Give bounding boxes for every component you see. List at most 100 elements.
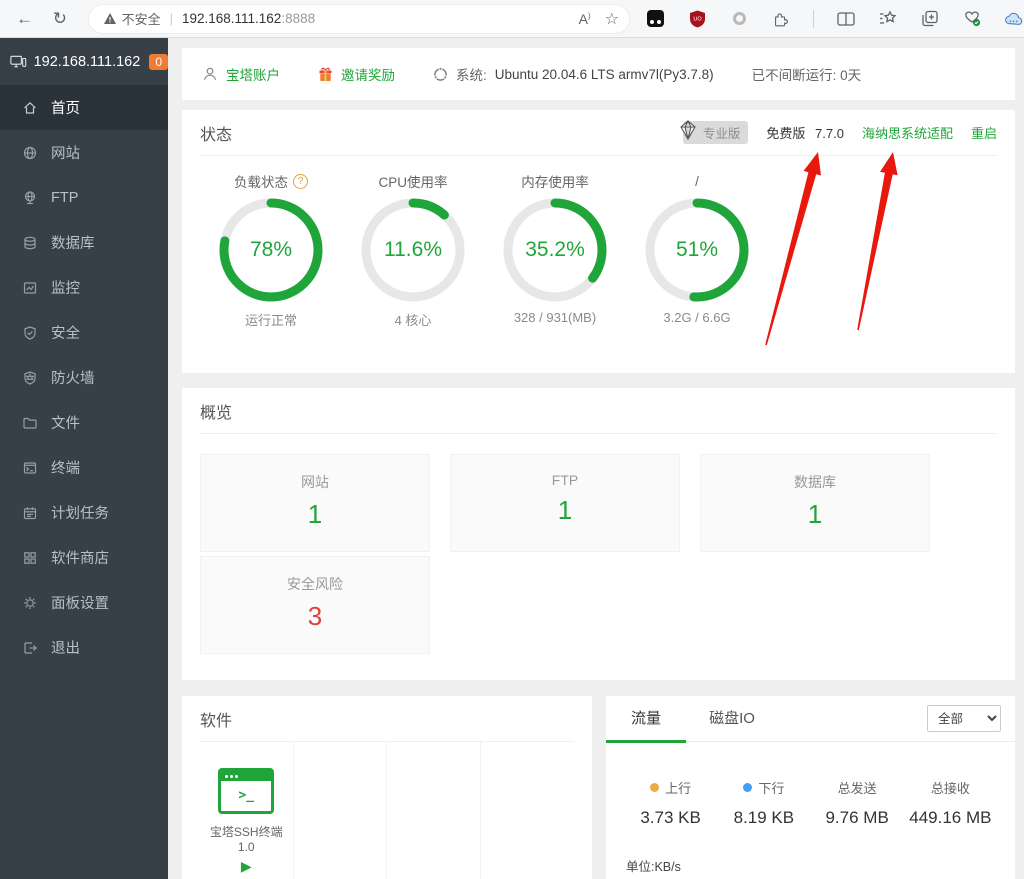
overview-title: 概览 [200, 404, 233, 422]
gauge-sublabel: 4 核心 [394, 313, 432, 328]
gauge-title: 内存使用率 [521, 175, 589, 190]
upstream-label: 上行 [665, 781, 692, 796]
sidebar-item-4[interactable]: 监控 [0, 265, 168, 310]
sidebar-item-3[interactable]: 数据库 [0, 220, 168, 265]
uptime-text: 已不间断运行: 0天 [751, 68, 862, 83]
ftp-icon [24, 190, 36, 204]
gauge-sublabel: 3.2G / 6.6G [663, 310, 731, 325]
calendar-icon [23, 506, 37, 519]
sidebar-item-label: 防火墙 [51, 371, 95, 387]
gear-icon [24, 596, 36, 609]
sidebar-item-5[interactable]: 安全 [0, 310, 168, 355]
sidebar-item-label: 首页 [51, 101, 80, 117]
collections-icon[interactable] [878, 9, 898, 29]
ublock-extension-icon[interactable]: UO [687, 9, 707, 29]
sidebar-menu: 首页网站 FTP 数据库监控安全防火墙文件 终端计划任务软件商店面板设置退出 [0, 85, 168, 670]
traffic-filter-select[interactable]: 全部 [927, 705, 1001, 732]
traffic-unit: 单位:KB/s [626, 860, 681, 874]
gauge-sublabel: 328 / 931(MB) [513, 310, 597, 325]
software-empty-cell [481, 742, 575, 879]
notification-badge[interactable]: 0 [149, 53, 168, 70]
os-logo-icon [433, 66, 448, 81]
system-value: Ubuntu 20.04.6 LTS armv7l(Py3.7.8) [494, 66, 714, 82]
folder-icon [23, 417, 37, 429]
pro-version-badge[interactable]: 专业版 [680, 119, 749, 144]
hinas-adapt-link[interactable]: 海纳思系统适配 [861, 126, 953, 141]
svg-text:UO: UO [693, 16, 702, 22]
gauge-ring [361, 198, 465, 302]
system-label: 系统: [456, 68, 487, 83]
database-count: 1 [807, 499, 823, 529]
gauge-3: / 51% 3.2G / 6.6G [626, 170, 768, 329]
help-icon[interactable]: ? [293, 173, 308, 189]
sidebar-item-0[interactable]: 首页 [0, 85, 168, 130]
read-aloud-icon[interactable]: A) [578, 10, 591, 27]
gauge-1: CPU使用率 11.6% 4 核心 [342, 170, 484, 329]
diamond-icon [680, 119, 696, 141]
downstream-label: 下行 [758, 781, 785, 796]
sidebar-item-10[interactable]: 软件商店 [0, 535, 168, 580]
bt-account-link[interactable]: 宝塔账户 [226, 68, 280, 83]
adguard-extension-icon[interactable] [645, 9, 665, 29]
sidebar-item-7[interactable]: 文件 [0, 400, 168, 445]
extensions-puzzle-icon[interactable] [771, 9, 791, 29]
downloads-cloud-icon[interactable] [1004, 9, 1024, 29]
software-title: 软件 [200, 712, 233, 730]
gauges-row: 负载状态? 78% 运行正常 CPU使用率 11.6% 4 核心 内存使用率 35.2% 328… [200, 156, 997, 329]
gauge-ring [645, 198, 749, 302]
overview-card-ftp[interactable]: FTP 1 [450, 454, 680, 552]
sidebar-item-label: 监控 [51, 281, 80, 297]
software-panel: 软件 >_ 宝塔SSH终端 1.0 ▶ [182, 696, 592, 879]
gauge-ring [503, 198, 607, 302]
refresh-icon[interactable]: ↻ [52, 8, 68, 28]
sidebar-item-11[interactable]: 面板设置 [0, 580, 168, 625]
upstream-value: 3.73 KB [640, 808, 701, 827]
gauge-0: 负载状态? 78% 运行正常 [200, 170, 342, 329]
downstream-value: 8.19 KB [733, 808, 795, 827]
database-icon [24, 236, 36, 249]
duplicate-tab-icon[interactable] [920, 9, 940, 29]
ssh-terminal-app-icon: >_ [218, 768, 275, 814]
insecure-warning[interactable]: 不安全 [103, 9, 161, 28]
address-bar[interactable]: 不安全 | 192.168.111.162:8888 A) ☆ [88, 4, 630, 33]
sidebar-item-6[interactable]: 防火墙 [0, 355, 168, 400]
shield-check-icon [24, 325, 36, 340]
loading-ring-icon[interactable] [729, 9, 749, 29]
toolbar-divider [813, 9, 815, 28]
sidebar-item-8[interactable]: 终端 [0, 445, 168, 490]
overview-card-sites[interactable]: 网站 1 [200, 454, 430, 552]
split-screen-icon[interactable] [836, 9, 856, 29]
tab-disk-io[interactable]: 磁盘IO [709, 710, 755, 727]
url-port: :8888 [281, 11, 316, 26]
sidebar-item-12[interactable]: 退出 [0, 625, 168, 670]
gauge-title: CPU使用率 [378, 175, 448, 190]
sidebar-item-1[interactable]: 网站 [0, 130, 168, 175]
globe-icon [23, 146, 37, 159]
overview-card-security-risk[interactable]: 安全风险 3 [200, 556, 430, 654]
software-item-ssh-terminal[interactable]: >_ 宝塔SSH终端 1.0 ▶ [200, 742, 294, 879]
gauge-ring [219, 198, 323, 302]
address-divider: | [169, 11, 173, 26]
app-run-icon[interactable]: ▶ [240, 858, 252, 874]
sidebar-item-2[interactable]: FTP [0, 175, 168, 220]
browser-essentials-icon[interactable] [962, 9, 982, 29]
sidebar-item-label: 计划任务 [51, 506, 109, 522]
gauge-title: / [695, 173, 699, 189]
back-icon[interactable]: ← [16, 8, 34, 28]
favorite-star-icon[interactable]: ☆ [604, 10, 620, 28]
restart-link[interactable]: 重启 [970, 126, 997, 141]
sidebar-server-header[interactable]: 192.168.111.162 0 [0, 38, 168, 85]
sites-count: 1 [307, 499, 323, 529]
gauge-2: 内存使用率 35.2% 328 / 931(MB) [484, 170, 626, 329]
tab-traffic[interactable]: 流量 [606, 707, 686, 743]
gauge-percent: 51% [675, 238, 719, 261]
overview-card-database[interactable]: 数据库 1 [700, 454, 930, 552]
invite-reward-link[interactable]: 邀请奖励 [341, 68, 395, 83]
software-empty-cell [387, 742, 481, 879]
gauge-percent: 35.2% [525, 238, 585, 261]
sidebar-item-label: 面板设置 [51, 596, 109, 612]
sidebar-item-9[interactable]: 计划任务 [0, 490, 168, 535]
overview-panel: 概览 网站 1 FTP 1 数据库 1 [182, 388, 1015, 680]
server-monitor-icon [10, 55, 27, 67]
total-received-label: 总接收 [930, 781, 970, 796]
